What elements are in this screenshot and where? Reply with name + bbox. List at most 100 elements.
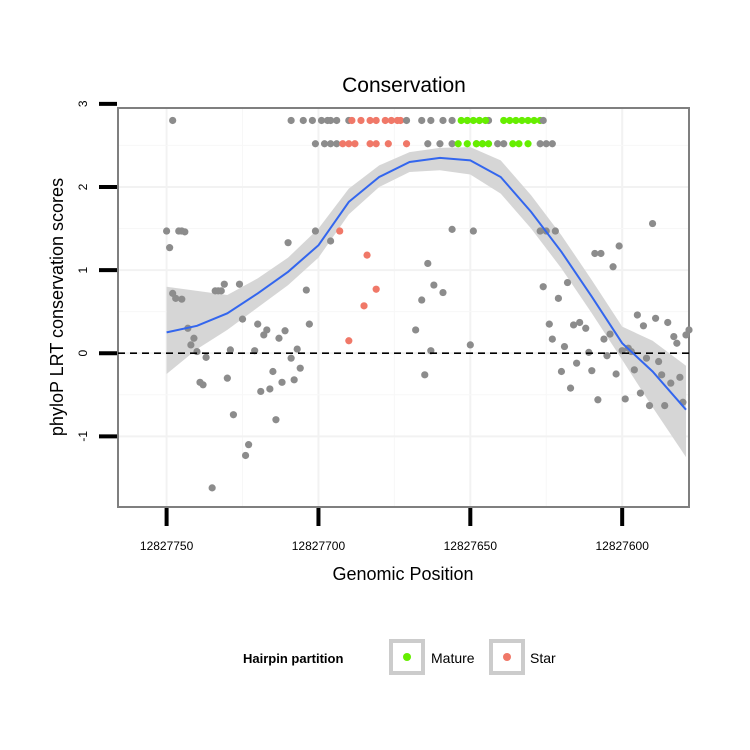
x-tick-label-3: 12827600 — [595, 539, 649, 553]
point-other-95 — [651, 314, 660, 322]
point-other-93 — [645, 401, 654, 410]
band1-point-mature-27 — [515, 140, 523, 148]
band1-point-other-1 — [320, 140, 329, 148]
point-other-11 — [190, 334, 198, 342]
legend-label-star: Star — [530, 650, 556, 666]
band1-point-other-17 — [500, 140, 508, 148]
point-other-60 — [539, 283, 547, 291]
band1-point-other-2 — [327, 140, 335, 148]
point-other-65 — [557, 367, 566, 376]
band1-point-star-10 — [402, 140, 411, 148]
x-axis-title: Genomic Position — [332, 564, 473, 584]
point-other-14 — [199, 381, 207, 389]
y-tick-label-2: 1 — [76, 266, 90, 273]
points-layer — [162, 116, 693, 492]
point-other-53 — [430, 281, 438, 289]
y-tick-label-1: 0 — [76, 350, 90, 357]
band0-point-star-8 — [348, 116, 356, 125]
point-other-85 — [621, 395, 629, 403]
band0-point-mature-24 — [457, 116, 465, 125]
point-other-82 — [612, 370, 620, 378]
band1-point-other-11 — [424, 140, 432, 148]
band1-point-mature-26 — [509, 140, 517, 148]
point-other-1 — [162, 227, 171, 235]
point-other-72 — [582, 324, 590, 332]
band0-point-star-15 — [396, 116, 405, 125]
point-other-25 — [238, 315, 247, 323]
point-other-75 — [591, 249, 599, 258]
band1-point-other-0 — [311, 140, 320, 148]
x-tick-label-2: 12827650 — [444, 539, 498, 553]
point-other-24 — [235, 280, 244, 288]
band0-point-other-6 — [333, 116, 341, 125]
point-other-56 — [466, 341, 474, 349]
point-other-92 — [642, 354, 651, 362]
point-other-46 — [311, 227, 320, 235]
band1-point-mature-21 — [454, 140, 462, 148]
point-other-96 — [655, 357, 663, 366]
band0-point-other-36 — [539, 116, 547, 125]
point-other-29 — [254, 320, 262, 328]
y-tick-label-0: -1 — [76, 431, 90, 442]
point-other-97 — [658, 371, 666, 379]
point-star-0 — [336, 227, 344, 235]
band0-point-star-10 — [366, 116, 374, 125]
point-other-51 — [424, 259, 432, 268]
point-other-16 — [208, 484, 216, 492]
band0-point-star-9 — [357, 116, 365, 125]
point-other-83 — [615, 242, 623, 250]
y-axis-title: phyloP LRT conservation scores — [47, 178, 67, 436]
point-other-63 — [548, 335, 556, 343]
band0-point-mature-31 — [512, 116, 520, 125]
legend-title: Hairpin partition — [243, 651, 343, 666]
point-other-19 — [217, 287, 225, 295]
point-other-5 — [181, 228, 189, 236]
band1-point-star-8 — [372, 140, 380, 148]
legend-swatch-mature — [403, 653, 411, 661]
point-other-102 — [673, 339, 681, 347]
point-other-89 — [633, 311, 641, 319]
y-tick-label-4: 3 — [76, 100, 90, 107]
band0-point-mature-32 — [518, 116, 526, 125]
band0-point-other-3 — [317, 116, 326, 125]
point-other-15 — [202, 353, 210, 361]
band0-point-mature-28 — [481, 116, 490, 125]
point-other-103 — [676, 373, 684, 381]
point-other-80 — [606, 330, 614, 338]
point-other-91 — [639, 322, 648, 330]
smooth-fit-line — [166, 156, 687, 411]
band1-point-star-9 — [384, 140, 392, 148]
point-other-66 — [560, 342, 569, 351]
point-other-38 — [281, 327, 289, 335]
band0-point-mature-26 — [469, 116, 477, 125]
grid-lines — [119, 109, 688, 506]
point-other-22 — [226, 346, 234, 354]
chart-title: Conservation — [342, 74, 466, 97]
point-other-58 — [536, 227, 544, 235]
legend-label-mature: Mature — [431, 650, 475, 666]
band1-point-other-3 — [333, 140, 341, 148]
point-other-71 — [576, 318, 584, 327]
point-other-23 — [229, 411, 238, 419]
point-other-50 — [421, 371, 429, 379]
point-other-106 — [685, 326, 693, 334]
point-other-94 — [648, 219, 657, 228]
legend-swatch-star — [503, 653, 511, 661]
x-tick-label-0: 12827750 — [140, 539, 194, 553]
point-other-70 — [573, 359, 581, 367]
band0-point-other-17 — [418, 116, 426, 125]
x-tick-label-1: 12827700 — [292, 539, 346, 553]
point-other-48 — [412, 326, 420, 334]
point-other-21 — [223, 374, 231, 382]
point-other-7 — [172, 294, 180, 302]
band0-point-other-0 — [287, 116, 295, 125]
band1-point-mature-25 — [484, 140, 493, 148]
y-tick-label-3: 2 — [76, 183, 90, 190]
band1-point-mature-24 — [478, 140, 487, 148]
point-other-77 — [597, 249, 605, 258]
point-other-49 — [418, 296, 426, 304]
point-other-39 — [284, 239, 292, 247]
point-other-42 — [293, 345, 301, 353]
point-other-33 — [266, 385, 274, 393]
point-other-32 — [263, 326, 271, 334]
